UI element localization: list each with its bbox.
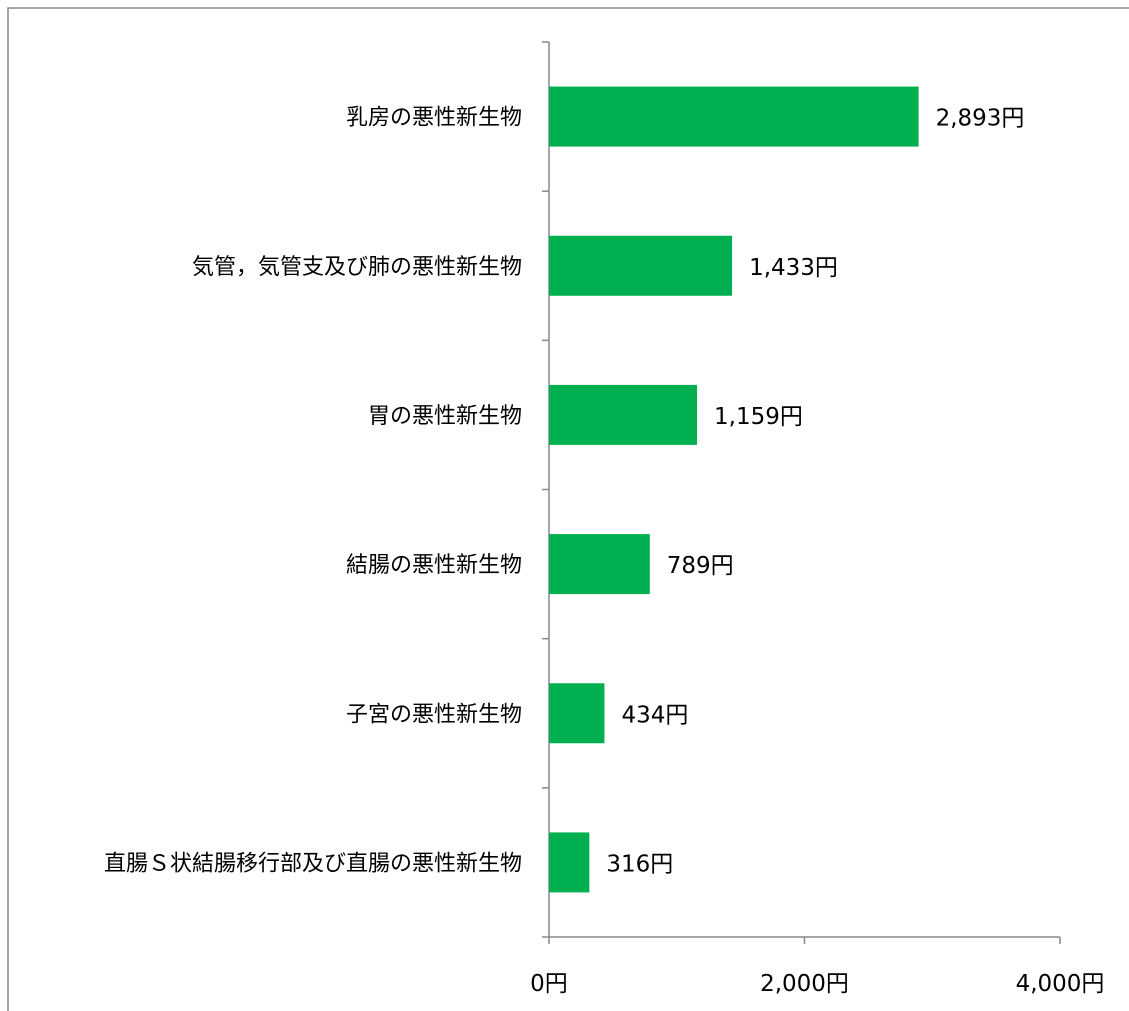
data-label: 434円 [621,702,688,728]
bar [549,832,590,893]
bar [549,235,733,296]
category-label: 胃の悪性新生物 [368,404,522,429]
category-label: 結腸の悪性新生物 [346,553,522,578]
data-label: 1,159円 [714,404,803,430]
category-label: 子宮の悪性新生物 [346,702,522,727]
bar [549,384,698,445]
category-label: 気管，気管支及び肺の悪性新生物 [192,255,522,280]
x-tick-label: 2,000円 [760,971,849,997]
data-label: 316円 [606,851,673,877]
plot-area: 0円 2,000円 4,000円 乳房の悪性新生物 2,893円気管，気管支及び肺の悪性… [104,41,1105,997]
x-tick-label: 0円 [530,971,568,997]
category-label: 乳房の悪性新生物 [346,106,522,131]
bar [549,86,919,147]
bar [549,534,650,595]
bar [549,683,605,744]
data-label: 1,433円 [749,255,838,281]
data-label: 2,893円 [936,106,1025,132]
data-label: 789円 [667,553,734,579]
category-label: 直腸Ｓ状結腸移行部及び直腸の悪性新生物 [104,851,522,876]
x-tick-label: 4,000円 [1016,971,1105,997]
